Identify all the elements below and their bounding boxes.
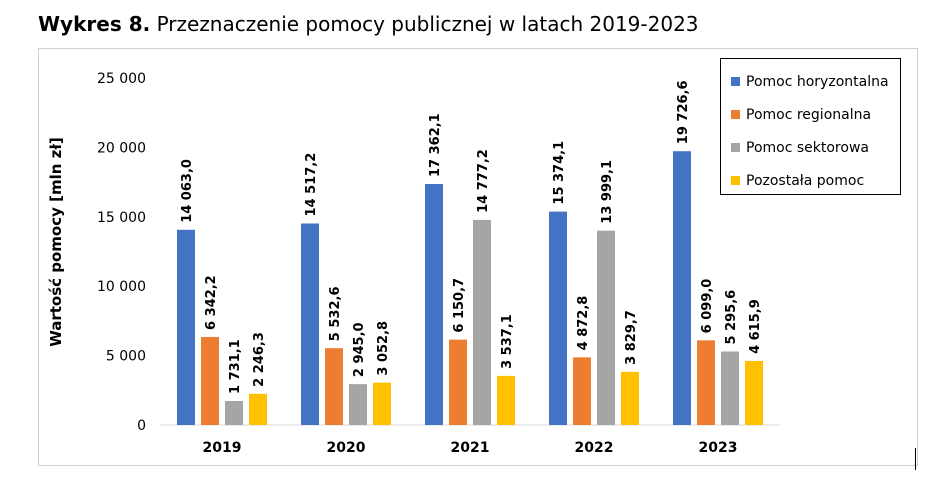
bar — [721, 351, 739, 425]
x-tick-label: 2022 — [575, 440, 614, 456]
bar — [549, 211, 567, 425]
data-label: 19 726,6 — [676, 80, 691, 144]
figure-title-text: Przeznaczenie pomocy publicznej w latach… — [156, 12, 699, 36]
bar — [177, 229, 195, 425]
data-label: 4 615,9 — [748, 299, 763, 354]
data-label: 5 532,6 — [328, 287, 343, 342]
bar — [225, 400, 243, 425]
legend-item-horyzontalna: Pomoc horyzontalna — [731, 65, 900, 98]
data-label: 6 342,2 — [204, 275, 219, 330]
bar — [597, 230, 615, 425]
data-label: 3 537,1 — [500, 314, 515, 369]
data-label: 14 517,2 — [304, 153, 319, 217]
legend-item-sektorowa: Pomoc sektorowa — [731, 131, 900, 164]
data-label: 6 150,7 — [452, 278, 467, 333]
data-label: 3 829,7 — [624, 310, 639, 365]
legend-label: Pomoc sektorowa — [746, 139, 869, 156]
bar — [449, 339, 467, 425]
legend-item-regionalna: Pomoc regionalna — [731, 98, 900, 131]
bar — [349, 384, 367, 425]
legend-item-pozostala: Pozostała pomoc — [731, 164, 900, 197]
bar — [497, 375, 515, 425]
legend-label: Pomoc regionalna — [746, 106, 872, 123]
x-tick-label: 2020 — [327, 440, 366, 456]
data-label: 6 099,0 — [700, 279, 715, 334]
legend-swatch — [731, 143, 740, 152]
frame-edge-mark — [915, 448, 916, 470]
data-label: 4 872,8 — [576, 296, 591, 351]
legend-label: Pomoc horyzontalna — [746, 73, 889, 90]
bar — [201, 336, 219, 425]
y-tick-label: 5 000 — [106, 349, 146, 365]
y-tick-label: 10 000 — [97, 279, 146, 295]
chart-frame — [38, 48, 918, 466]
x-tick-label: 2023 — [699, 440, 738, 456]
data-label: 17 362,1 — [428, 113, 443, 177]
chart-legend: Pomoc horyzontalna Pomoc regionalna Pomo… — [720, 58, 901, 195]
y-tick-label: 0 — [137, 418, 146, 434]
bar — [573, 357, 591, 425]
legend-swatch — [731, 77, 740, 86]
bar — [621, 371, 639, 425]
legend-swatch — [731, 176, 740, 185]
y-tick-label: 15 000 — [97, 210, 146, 226]
data-label: 5 295,6 — [724, 290, 739, 345]
x-tick-label: 2019 — [203, 440, 242, 456]
bar — [697, 340, 715, 425]
y-axis-label: Wartość pomocy [mln zł] — [47, 137, 65, 347]
data-label: 13 999,1 — [600, 160, 615, 224]
legend-swatch — [731, 110, 740, 119]
x-tick-label: 2021 — [451, 440, 490, 456]
bar — [473, 219, 491, 425]
legend-label: Pozostała pomoc — [746, 172, 865, 189]
bar — [745, 360, 763, 425]
figure-title-prefix: Wykres 8. — [38, 12, 151, 36]
data-label: 2 246,3 — [252, 332, 267, 387]
data-label: 14 063,0 — [180, 159, 195, 223]
bar — [301, 223, 319, 425]
bar — [425, 184, 443, 425]
y-tick-label: 25 000 — [97, 71, 146, 87]
bar — [373, 382, 391, 425]
y-tick-label: 20 000 — [97, 140, 146, 156]
data-label: 2 945,0 — [352, 322, 367, 377]
data-label: 14 777,2 — [476, 149, 491, 213]
data-label: 1 731,1 — [228, 339, 243, 394]
bar — [325, 348, 343, 425]
data-label: 3 052,8 — [376, 321, 391, 376]
data-label: 15 374,1 — [552, 141, 567, 205]
figure-title: Wykres 8. Przeznaczenie pomocy publiczne… — [38, 12, 699, 36]
bar — [673, 151, 691, 425]
bar — [249, 393, 267, 425]
